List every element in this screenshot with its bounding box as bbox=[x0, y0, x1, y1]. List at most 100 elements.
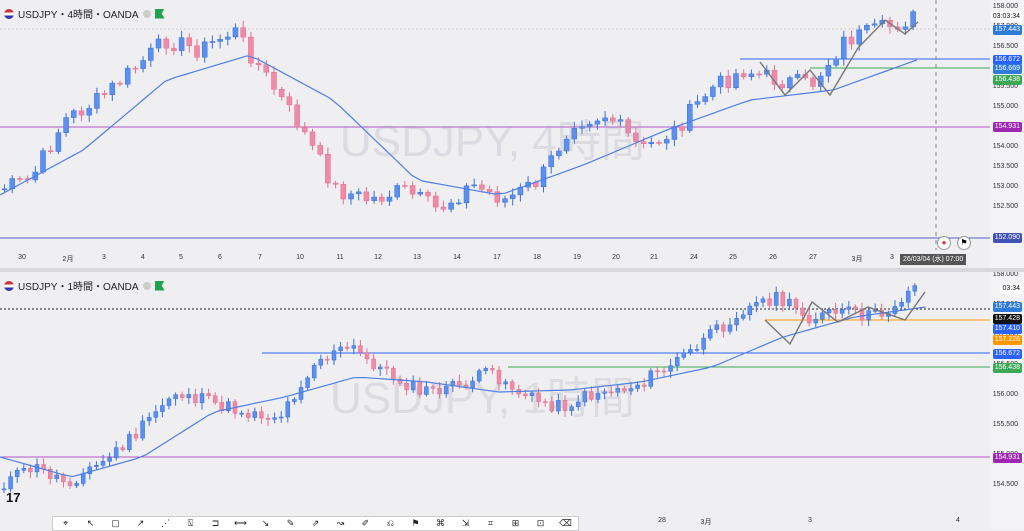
drawing-tool-icon[interactable]: ↘ bbox=[261, 518, 270, 528]
drawing-tool-icon[interactable]: ⟷ bbox=[234, 518, 247, 528]
drawing-tool-icon[interactable]: ⇗ bbox=[311, 518, 320, 528]
candle-1h-body bbox=[760, 298, 766, 303]
candle-1h-body bbox=[727, 324, 733, 332]
candle-4h-body bbox=[610, 117, 616, 122]
candle-4h-body bbox=[833, 58, 839, 66]
drawing-tool-icon[interactable]: ⌘ bbox=[436, 518, 445, 528]
candle-1h-body bbox=[476, 370, 482, 382]
chart-pane-4h[interactable]: USDJPY, 4時間 USDJPY・4時間・OANDA 158.000157.… bbox=[0, 0, 1024, 268]
candle-4h-body bbox=[671, 126, 678, 140]
candle-1h-body bbox=[430, 386, 436, 389]
candle-1h-body bbox=[120, 447, 126, 451]
price-axis-4h[interactable]: 158.000157.000156.500156.000155.500155.0… bbox=[990, 0, 1024, 268]
candle-4h-body bbox=[163, 38, 169, 49]
candle-1h-body bbox=[113, 447, 119, 459]
us-flag-event-icon[interactable]: ⚑ bbox=[957, 236, 971, 250]
chart-pane-1h[interactable]: USDJPY, 1時間 USDJPY・1時間・OANDA 158.000157.… bbox=[0, 272, 1024, 529]
candle-1h-body bbox=[351, 345, 357, 349]
drawing-tool-icon[interactable]: ⌫ bbox=[559, 518, 572, 528]
candle-4h-body bbox=[486, 189, 493, 192]
drawing-tool-icon[interactable]: ▢ bbox=[111, 518, 120, 528]
candle-1h-body bbox=[721, 324, 726, 332]
candle-1h-body bbox=[358, 345, 363, 353]
candle-1h-body bbox=[397, 378, 403, 384]
candle-1h-body bbox=[371, 358, 376, 370]
candle-1h-body bbox=[186, 394, 192, 398]
price-tick: 155.500 bbox=[992, 421, 1018, 428]
candle-1h-body bbox=[694, 349, 700, 351]
candle-4h-body bbox=[841, 36, 847, 60]
candle-1h-body bbox=[767, 298, 772, 306]
candle-4h-body bbox=[579, 126, 585, 129]
time-label: 21 bbox=[650, 254, 658, 261]
drawing-tool-icon[interactable]: ⍂ bbox=[187, 518, 194, 528]
candle-1h-body bbox=[212, 395, 218, 403]
candle-1h-body bbox=[298, 387, 304, 400]
time-label: 19 bbox=[573, 254, 581, 261]
market-open-flag-icon bbox=[154, 280, 165, 291]
time-label: 4 bbox=[141, 254, 145, 261]
candle-1h-body bbox=[905, 290, 911, 303]
candle-1h-body bbox=[734, 318, 739, 326]
drawing-tool-icon[interactable]: ⋰ bbox=[161, 518, 170, 528]
price-tag: 154.931 bbox=[992, 453, 1022, 463]
candle-1h-body bbox=[226, 401, 231, 411]
candle-4h-body bbox=[556, 150, 562, 156]
record-icon[interactable]: ● bbox=[937, 236, 951, 250]
drawing-tool-icon[interactable]: ⚑ bbox=[411, 518, 420, 528]
candle-4h-body bbox=[448, 202, 454, 210]
candle-1h-body bbox=[377, 366, 383, 370]
drawing-tool-icon[interactable]: ⌖ bbox=[62, 518, 69, 528]
pane-separator[interactable] bbox=[0, 268, 1024, 272]
candle-1h-body bbox=[556, 400, 561, 412]
candle-1h-body bbox=[265, 417, 271, 420]
candle-4h-body bbox=[740, 73, 747, 78]
candle-4h-body bbox=[825, 64, 832, 77]
candle-1h-body bbox=[245, 412, 251, 418]
drawing-tool-icon[interactable]: ↖ bbox=[86, 518, 95, 528]
candle-1h-body bbox=[28, 467, 33, 473]
drawing-tool-icon[interactable]: ⊞ bbox=[511, 518, 520, 528]
candle-4h-body bbox=[363, 191, 370, 202]
candle-4h-body bbox=[394, 185, 400, 198]
status-dot-icon bbox=[142, 281, 151, 290]
drawing-tool-icon[interactable]: ⇲ bbox=[461, 518, 470, 528]
candle-1h-body bbox=[787, 298, 792, 307]
candle-1h-body bbox=[47, 468, 53, 479]
drawing-tool-icon[interactable]: ↗ bbox=[136, 518, 145, 528]
drawing-tool-icon[interactable]: ⎌ bbox=[386, 518, 395, 528]
drawing-tool-icon[interactable]: ↝ bbox=[336, 518, 345, 528]
chart-canvas-1h[interactable] bbox=[0, 272, 990, 529]
candle-1h-body bbox=[839, 309, 845, 314]
drawing-tool-icon[interactable]: ⌗ bbox=[487, 518, 494, 528]
candle-1h-body bbox=[641, 384, 647, 387]
candle-1h-body bbox=[325, 358, 330, 361]
candle-4h-body bbox=[217, 39, 223, 42]
symbol-title[interactable]: USDJPY・4時間・OANDA bbox=[4, 6, 165, 21]
candle-1h-body bbox=[391, 367, 396, 380]
symbol-title[interactable]: USDJPY・1時間・OANDA bbox=[4, 278, 165, 293]
candle-1h-body bbox=[595, 393, 601, 400]
candle-4h-body bbox=[656, 142, 662, 144]
price-tag: 157.443 bbox=[992, 25, 1022, 35]
candle-1h-body bbox=[239, 412, 244, 415]
drawing-tool-icon[interactable]: ⊐ bbox=[211, 518, 220, 528]
candle-1h-body bbox=[443, 385, 449, 395]
drawing-tool-icon[interactable]: ⊡ bbox=[536, 518, 545, 528]
candle-1h-body bbox=[549, 401, 555, 412]
drawing-tool-icon[interactable]: ✎ bbox=[286, 518, 295, 528]
candle-4h-body bbox=[702, 96, 708, 102]
drawing-tool-icon[interactable]: ✐ bbox=[361, 518, 370, 528]
candle-4h-body bbox=[733, 73, 739, 88]
candle-1h-body bbox=[166, 398, 172, 406]
candle-1h-body bbox=[490, 368, 495, 371]
chart-canvas-4h[interactable] bbox=[0, 0, 990, 268]
candle-4h-body bbox=[86, 108, 92, 116]
candle-1h-body bbox=[628, 388, 634, 392]
candle-1h-body bbox=[701, 337, 706, 350]
candle-4h-body bbox=[432, 195, 439, 208]
price-axis-1h[interactable]: 158.000157.500157.000156.500156.000155.5… bbox=[990, 272, 1024, 529]
drawing-toolbar[interactable]: ⌖ ↖ ▢ ↗ ⋰ ⍂ ⊐ ⟷ ↘ ✎ ⇗ ↝ ✐ ⎌ ⚑ ⌘ ⇲ ⌗ ⊞ ⊡ ⌫ bbox=[52, 516, 579, 531]
candle-1h-body bbox=[582, 391, 588, 403]
price-tag: 154.931 bbox=[992, 122, 1022, 132]
